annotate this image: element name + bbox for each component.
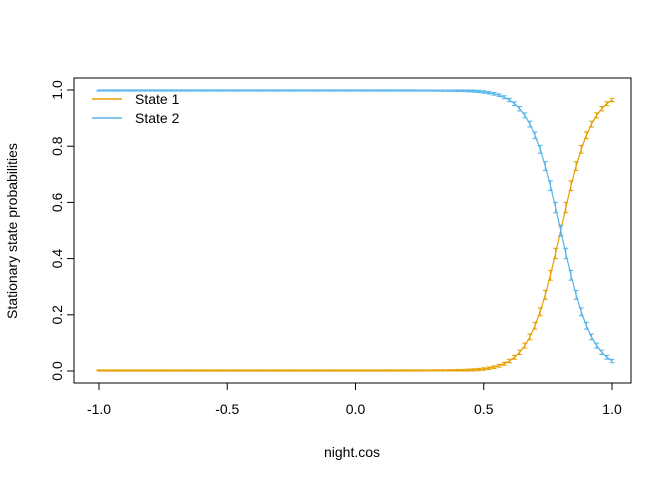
y-tick-label: 0.6 bbox=[49, 192, 65, 212]
y-tick-label: 0.4 bbox=[49, 249, 65, 269]
series-state-2 bbox=[96, 89, 615, 364]
x-tick-label: 1.0 bbox=[602, 401, 622, 417]
y-tick-label: 1.0 bbox=[49, 80, 65, 100]
x-tick-label: 0.5 bbox=[474, 401, 494, 417]
y-tick-label: 0.2 bbox=[49, 305, 65, 325]
series-line-state-1 bbox=[99, 99, 613, 372]
series-line-state-2 bbox=[99, 89, 613, 362]
x-tick-label: -1.0 bbox=[87, 401, 111, 417]
y-axis-title: Stationary state probabilities bbox=[4, 143, 20, 319]
series-state-1 bbox=[96, 97, 615, 372]
x-axis-title: night.cos bbox=[324, 444, 380, 460]
legend: State 1 State 2 bbox=[92, 91, 180, 126]
legend-label-state-2: State 2 bbox=[135, 110, 180, 126]
legend-label-state-1: State 1 bbox=[135, 91, 180, 107]
y-tick-label: 0.0 bbox=[49, 361, 65, 381]
x-tick-label: -0.5 bbox=[215, 401, 239, 417]
y-axis: 0.0 0.2 0.4 0.6 0.8 1.0 bbox=[49, 80, 75, 381]
y-tick-label: 0.8 bbox=[49, 136, 65, 156]
x-tick-label: 0.0 bbox=[346, 401, 366, 417]
x-axis: -1.0 -0.5 0.0 0.5 1.0 bbox=[87, 382, 622, 417]
series-layer bbox=[96, 89, 615, 372]
